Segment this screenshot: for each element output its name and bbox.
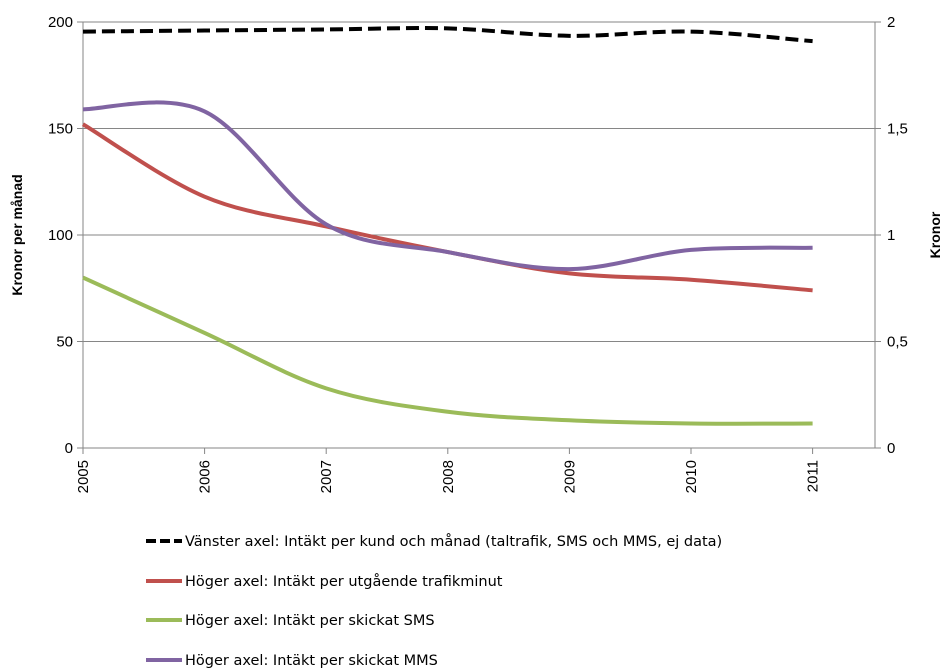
x-tick-label: 2009 [561, 460, 578, 493]
series-line-4 [82, 100, 813, 272]
x-tick-label: 2005 [75, 460, 92, 493]
x-axis-ticks: 2005 2006 2007 2008 2009 2010 2011 [75, 460, 822, 493]
left-tick-label: 150 [48, 121, 73, 138]
right-tick-label: 0 [887, 440, 895, 457]
legend-label: Vänster axel: Intäkt per kund och månad … [185, 533, 722, 550]
legend-label: Höger axel: Intäkt per skickat SMS [185, 613, 435, 629]
series-line-1 [82, 26, 813, 44]
left-tick-label: 100 [48, 227, 73, 244]
x-tick-label: 2008 [440, 460, 457, 493]
legend-label: Höger axel: Intäkt per utgående trafikmi… [185, 573, 503, 590]
axes [77, 21, 881, 454]
x-tick-label: 2006 [197, 460, 214, 493]
legend-label: Höger axel: Intäkt per skickat MMS [185, 653, 438, 669]
left-axis-title: Kronor per månad [9, 174, 25, 295]
series-lines [81, 26, 813, 426]
right-tick-label: 2 [887, 14, 895, 31]
x-tick-label: 2007 [318, 460, 335, 493]
right-tick-label: 1,5 [887, 121, 908, 138]
left-tick-label: 200 [48, 14, 73, 31]
left-axis-ticks: 0 50 100 150 200 [48, 14, 73, 457]
right-tick-label: 0,5 [887, 334, 908, 351]
x-tick-label: 2010 [683, 460, 700, 493]
legend: Vänster axel: Intäkt per kund och månad … [146, 533, 722, 669]
x-tick-label: 2011 [805, 460, 822, 492]
right-axis-title: Kronor [927, 211, 943, 258]
left-tick-label: 50 [56, 334, 73, 351]
right-axis-ticks: 0 0,5 1 1,5 2 [887, 14, 908, 457]
gridlines [83, 21, 875, 342]
series-line-3 [82, 275, 813, 426]
right-tick-label: 1 [887, 227, 895, 244]
series-line-2 [81, 122, 813, 293]
left-tick-label: 0 [65, 440, 73, 457]
